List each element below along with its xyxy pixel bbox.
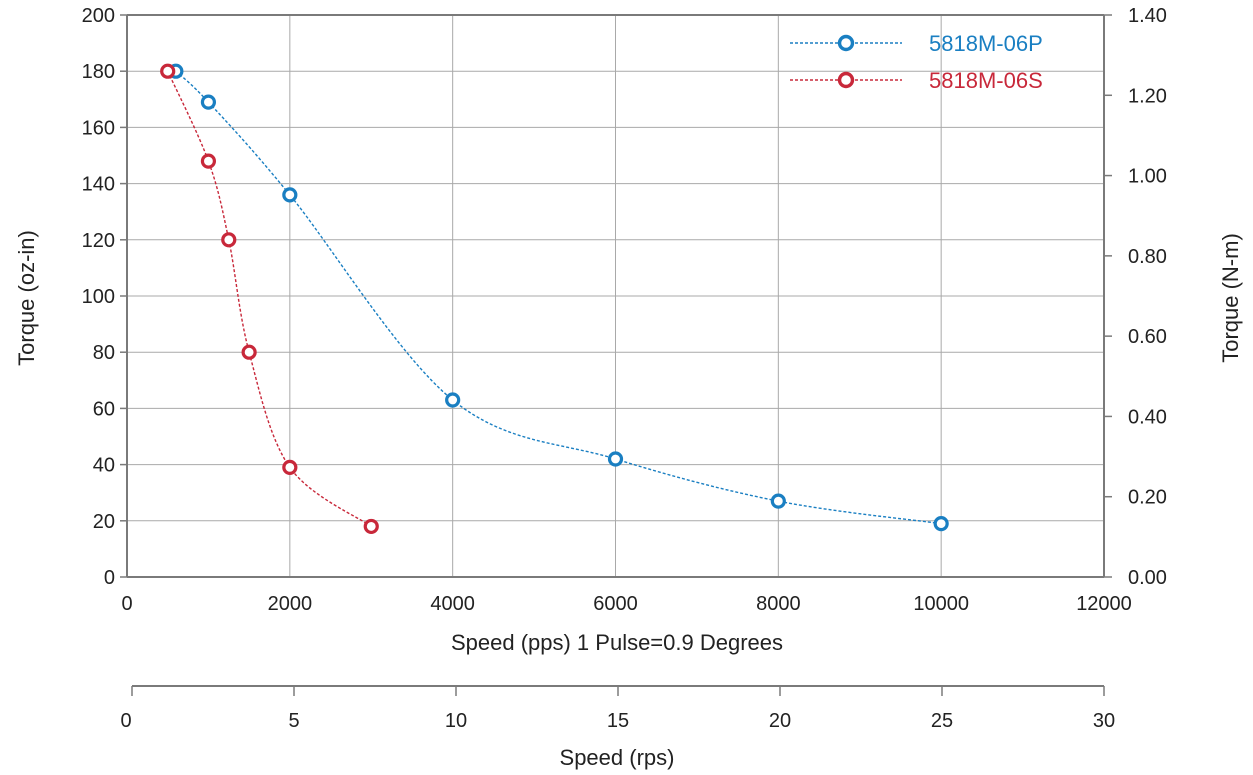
series-layer bbox=[160, 63, 949, 535]
y-tick-label: 140 bbox=[82, 174, 115, 196]
x2-tick-label: 25 bbox=[931, 710, 953, 732]
series-1-point bbox=[241, 344, 257, 360]
series-1-point bbox=[200, 153, 217, 169]
legend-marker bbox=[837, 34, 855, 52]
x-tick-label: 0 bbox=[121, 593, 132, 615]
y2-tick-label: 0.40 bbox=[1128, 406, 1167, 428]
y2-tick-label: 0.60 bbox=[1128, 326, 1167, 348]
series-line-0 bbox=[175, 70, 942, 525]
grid bbox=[127, 15, 1104, 577]
x2-tick-label: 20 bbox=[769, 710, 791, 732]
x-tick-label: 6000 bbox=[593, 593, 638, 615]
series-0-point bbox=[607, 451, 624, 467]
y-tick-label: 180 bbox=[82, 61, 115, 83]
x2-tick-label: 5 bbox=[288, 710, 299, 732]
series-line-1 bbox=[167, 70, 372, 527]
series-1-point bbox=[363, 518, 379, 535]
series-1-point bbox=[282, 459, 298, 476]
y2-tick-label: 1.20 bbox=[1128, 85, 1167, 107]
series-0-point bbox=[200, 94, 217, 110]
y-tick-label: 0 bbox=[104, 567, 115, 589]
y-tick-label: 100 bbox=[82, 286, 115, 308]
legend-label: 5818M-06P bbox=[929, 31, 1043, 56]
y-tick-label: 80 bbox=[93, 342, 115, 364]
labels: 0204060801001201401601802000.000.200.400… bbox=[82, 5, 1167, 732]
axes bbox=[120, 14, 1112, 696]
series-0-point bbox=[933, 516, 949, 532]
x2-tick-label: 30 bbox=[1093, 710, 1115, 732]
y-tick-label: 40 bbox=[93, 455, 115, 477]
y-tick-label: 20 bbox=[93, 511, 115, 533]
y2-tick-label: 0.20 bbox=[1128, 487, 1167, 509]
x2-tick-label: 10 bbox=[445, 710, 467, 732]
series-0-point bbox=[282, 187, 298, 203]
y2-axis-title: Torque (N-m) bbox=[1218, 233, 1243, 363]
legend-label: 5818M-06S bbox=[929, 68, 1043, 93]
x-tick-label: 2000 bbox=[268, 593, 313, 615]
legend: 5818M-06P 5818M-06S bbox=[790, 31, 1043, 93]
x-tick-label: 4000 bbox=[430, 593, 475, 615]
x-tick-label: 12000 bbox=[1076, 593, 1132, 615]
y-tick-label: 160 bbox=[82, 117, 115, 139]
y2-tick-label: 1.00 bbox=[1128, 166, 1167, 188]
x-tick-label: 10000 bbox=[913, 593, 969, 615]
y-tick-label: 60 bbox=[93, 398, 115, 420]
x-tick-label: 8000 bbox=[756, 593, 801, 615]
x2-tick-label: 15 bbox=[607, 710, 629, 732]
legend-marker bbox=[837, 71, 855, 89]
series-1-point bbox=[160, 63, 176, 79]
y-tick-label: 120 bbox=[82, 230, 115, 252]
y-tick-label: 200 bbox=[82, 5, 115, 27]
x-axis-title: Speed (pps) 1 Pulse=0.9 Degrees bbox=[451, 630, 783, 655]
y-axis-title: Torque (oz-in) bbox=[14, 230, 39, 366]
series-0-point bbox=[770, 493, 786, 509]
x2-tick-label: 0 bbox=[120, 710, 131, 732]
y2-tick-label: 0.00 bbox=[1128, 567, 1167, 589]
y2-tick-label: 1.40 bbox=[1128, 5, 1167, 27]
series-0-point bbox=[445, 392, 461, 408]
y2-tick-label: 0.80 bbox=[1128, 246, 1167, 268]
x2-axis-title: Speed (rps) bbox=[560, 745, 675, 770]
series-1-point bbox=[221, 232, 237, 248]
